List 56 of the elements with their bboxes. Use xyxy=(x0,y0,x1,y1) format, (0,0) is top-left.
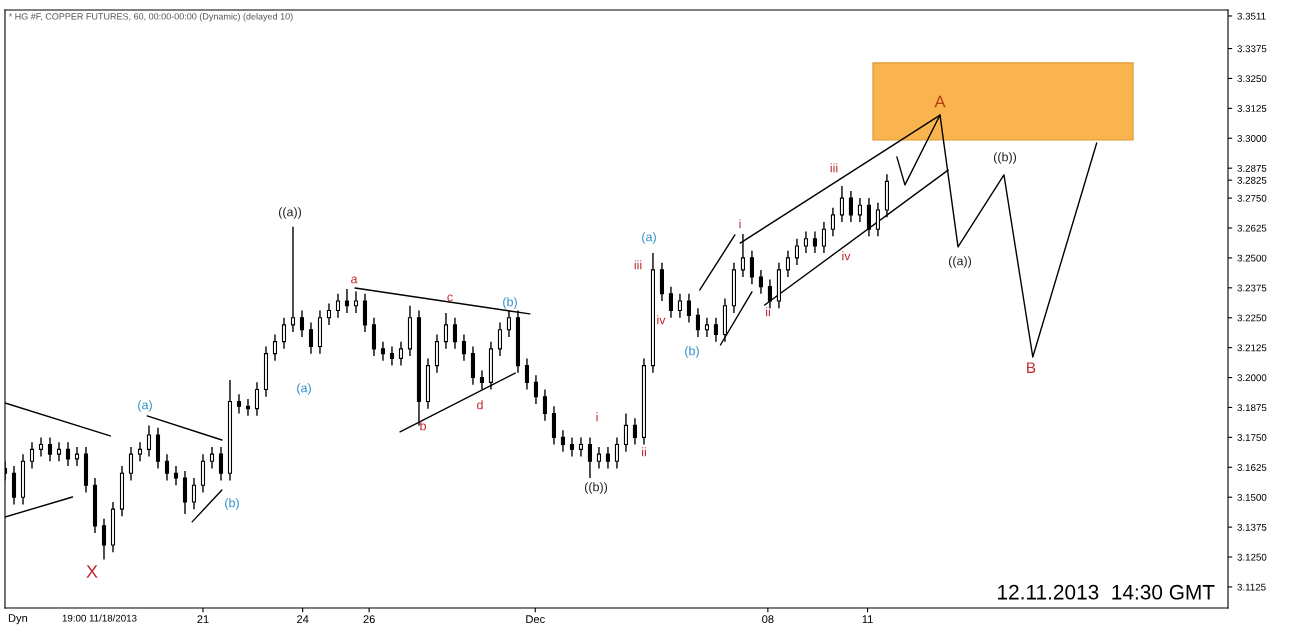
annotation: c xyxy=(447,294,453,302)
y-tick-label: 3.2625 xyxy=(1237,224,1267,232)
chart-title: * HG #F, COPPER FUTURES, 60, 00:00-00:00 (Dynamic) (delayed 10) xyxy=(8,12,293,22)
annotation: iv xyxy=(842,251,851,261)
y-tick-label: 3.1625 xyxy=(1237,464,1267,471)
y-tick-label: 3.3375 xyxy=(1237,45,1267,53)
y-tick-label: 3.2125 xyxy=(1237,344,1267,352)
y-tick-label: 3.3125 xyxy=(1237,105,1267,112)
annotation: ((a)) xyxy=(948,256,972,268)
x-tick-label: 11 xyxy=(862,615,873,623)
y-tick-label: 3.2375 xyxy=(1237,284,1267,292)
y-tick-label: 3.2250 xyxy=(1237,314,1267,322)
annotation: ((b)) xyxy=(993,152,1017,164)
annotation: (a) xyxy=(297,383,311,395)
annotation: ((a)) xyxy=(278,207,302,219)
annotation: b xyxy=(420,421,426,431)
y-tick-label: 3.1125 xyxy=(1237,583,1266,591)
x-tick-label: 24 xyxy=(297,615,309,623)
y-tick-label: 3.1875 xyxy=(1237,404,1267,412)
x-tick-label: 08 xyxy=(762,615,774,624)
annotation: (a) xyxy=(642,232,656,244)
x-tick-label: 26 xyxy=(363,615,375,624)
y-tick-label: 3.2750 xyxy=(1237,194,1267,202)
annotation: ii xyxy=(642,447,646,457)
annotation: iii xyxy=(634,260,642,270)
annotation: ii xyxy=(766,307,770,317)
annotation: (b) xyxy=(225,498,239,510)
annotation: i xyxy=(596,412,598,422)
annotation: i xyxy=(739,219,741,229)
annotation: iii xyxy=(830,163,838,173)
annotation: d xyxy=(477,400,483,410)
annotation: B xyxy=(1027,362,1036,373)
y-tick-label: 3.2000 xyxy=(1237,374,1267,382)
x-tick-label: Dec xyxy=(526,615,545,624)
text: 19:00 11/18/2013 xyxy=(62,614,137,622)
annotation: A xyxy=(934,95,946,108)
annotation: (b) xyxy=(503,297,517,309)
y-tick-label: 3.1500 xyxy=(1237,493,1267,501)
annotation: ((b)) xyxy=(584,482,608,494)
annotation: X xyxy=(86,565,98,578)
y-tick-label: 3.2875 xyxy=(1237,164,1267,172)
annotation: (b) xyxy=(685,346,699,358)
y-tick-label: 3.1250 xyxy=(1237,553,1267,561)
x-tick-label: 21 xyxy=(197,615,209,623)
y-tick-label: 3.2825 xyxy=(1237,176,1267,184)
annotation: iv xyxy=(657,315,666,325)
y-tick-label: 3.3000 xyxy=(1237,135,1267,142)
y-tick-label: 3.3250 xyxy=(1237,75,1267,83)
annotation: 12.11.2013 14:30 GMT xyxy=(998,584,1215,600)
text: Dyn xyxy=(8,614,28,625)
y-tick-label: 3.3511 xyxy=(1237,12,1266,20)
y-tick-label: 3.1750 xyxy=(1237,434,1267,441)
y-tick-label: 3.2500 xyxy=(1237,254,1267,262)
y-tick-label: 3.1375 xyxy=(1237,523,1267,531)
annotation: a xyxy=(351,276,358,284)
annotation: (a) xyxy=(138,400,152,412)
